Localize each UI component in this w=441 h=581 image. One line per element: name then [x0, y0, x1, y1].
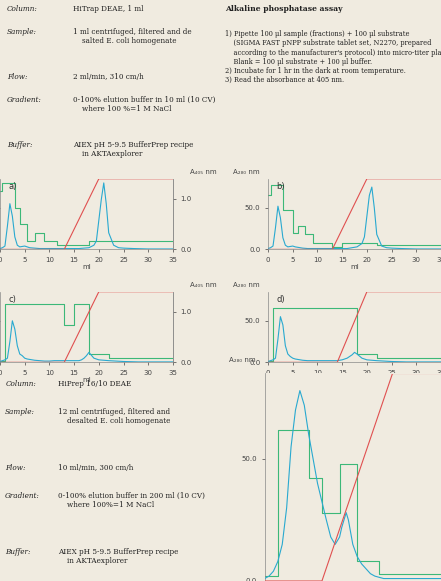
- X-axis label: ml: ml: [82, 377, 91, 383]
- Text: Sample:: Sample:: [5, 408, 35, 416]
- Text: b): b): [277, 182, 285, 191]
- Text: 10 ml/min, 300 cm/h: 10 ml/min, 300 cm/h: [58, 464, 134, 472]
- Text: Buffer:: Buffer:: [5, 548, 31, 556]
- Text: A₄₀₅ nm: A₄₀₅ nm: [190, 282, 216, 288]
- Text: HiTrap DEAE, 1 ml: HiTrap DEAE, 1 ml: [73, 5, 143, 13]
- Text: Flow:: Flow:: [5, 464, 26, 472]
- Text: 1 ml centrifuged, filtered and de
    salted E. coli homogenate: 1 ml centrifuged, filtered and de salted…: [73, 28, 191, 45]
- Text: HiPrep 16/10 DEAE: HiPrep 16/10 DEAE: [58, 380, 131, 388]
- Text: AIEX pH 5-9.5 BufferPrep recipe
    in AKTAexplorer: AIEX pH 5-9.5 BufferPrep recipe in AKTAe…: [73, 141, 193, 158]
- Text: Column:: Column:: [5, 380, 36, 388]
- X-axis label: ml: ml: [82, 264, 91, 270]
- Text: Flow:: Flow:: [7, 73, 27, 81]
- Text: 12 ml centrifuged, filtered and
    desalted E. coli homogenate: 12 ml centrifuged, filtered and desalted…: [58, 408, 171, 425]
- Text: Sample:: Sample:: [7, 28, 37, 35]
- Text: AIEX pH 5-9.5 BufferPrep recipe
    in AKTAexplorer: AIEX pH 5-9.5 BufferPrep recipe in AKTAe…: [58, 548, 179, 565]
- Text: Gradient:: Gradient:: [7, 95, 41, 103]
- X-axis label: ml: ml: [350, 377, 359, 383]
- Text: A₄₀₅ nm: A₄₀₅ nm: [190, 169, 216, 175]
- Text: Gradient:: Gradient:: [5, 492, 40, 500]
- Text: Buffer:: Buffer:: [7, 141, 32, 149]
- Text: Alkaline phosphatase assay: Alkaline phosphatase assay: [225, 5, 342, 13]
- X-axis label: ml: ml: [350, 264, 359, 270]
- Text: 0-100% elution buffer in 200 ml (10 CV)
    where 100%=1 M NaCl: 0-100% elution buffer in 200 ml (10 CV) …: [58, 492, 205, 509]
- Text: Column:: Column:: [7, 5, 37, 13]
- Text: A₂₈₀ nm: A₂₈₀ nm: [233, 282, 260, 288]
- Text: A₂₈₀ nm: A₂₈₀ nm: [229, 357, 256, 363]
- Text: d): d): [277, 295, 285, 304]
- Text: A₂₈₀ nm: A₂₈₀ nm: [233, 169, 260, 175]
- Text: 2 ml/min, 310 cm/h: 2 ml/min, 310 cm/h: [73, 73, 143, 81]
- Text: 0-100% elution buffer in 10 ml (10 CV)
    where 100 %=1 M NaCl: 0-100% elution buffer in 10 ml (10 CV) w…: [73, 95, 215, 113]
- Text: a): a): [9, 182, 17, 191]
- Text: c): c): [9, 295, 16, 304]
- Text: 1) Pipette 100 μl sample (fractions) + 100 μl substrate
    (SIGMA FAST pNPP sub: 1) Pipette 100 μl sample (fractions) + 1…: [225, 30, 441, 84]
